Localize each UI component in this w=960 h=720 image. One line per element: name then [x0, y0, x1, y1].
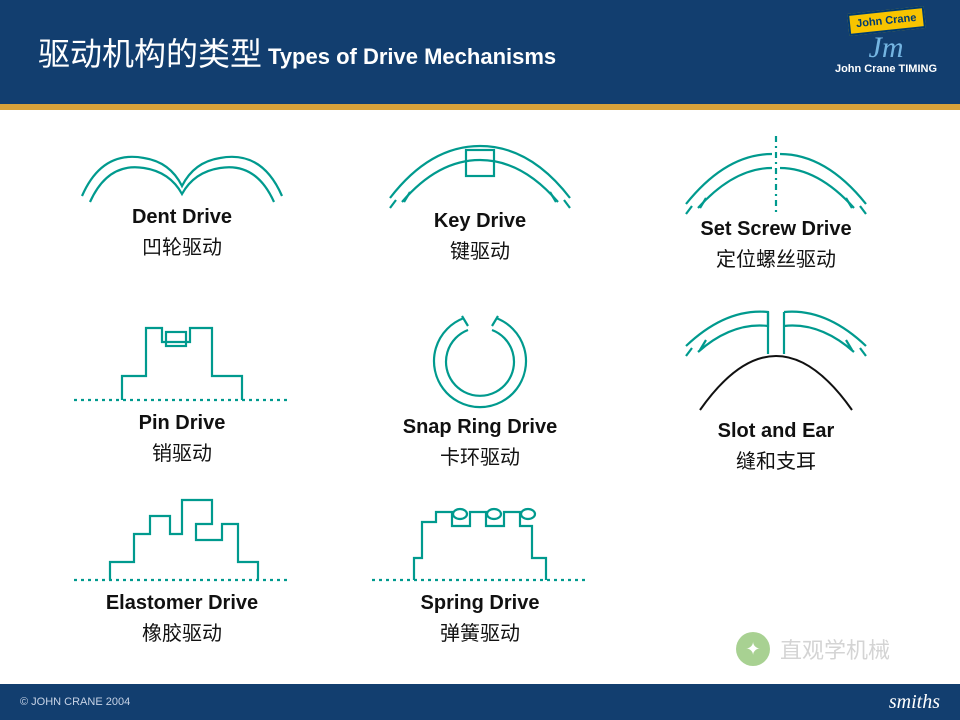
- item-label-cn: 橡胶驱动: [42, 617, 322, 646]
- item-pin-drive: Pin Drive 销驱动: [42, 302, 322, 466]
- item-elastomer-drive: Elastomer Drive 橡胶驱动: [42, 482, 322, 646]
- slot-and-ear-icon: [656, 302, 896, 420]
- item-dent-drive: Dent Drive 凹轮驱动: [42, 128, 322, 260]
- item-snap-ring-drive: Snap Ring Drive 卡环驱动: [340, 298, 620, 470]
- wechat-icon: ✦: [736, 632, 770, 666]
- item-label-cn: 定位螺丝驱动: [636, 243, 916, 272]
- item-label-en: Spring Drive: [340, 592, 620, 615]
- pin-drive-icon: [62, 302, 302, 412]
- item-label-en: Elastomer Drive: [42, 592, 322, 615]
- item-label-cn: 键驱动: [340, 235, 620, 264]
- key-drive-icon: [360, 128, 600, 210]
- brand-subtext: John Crane TIMING: [835, 63, 937, 75]
- watermark: ✦ 直观学机械: [736, 632, 890, 666]
- item-slot-and-ear: Slot and Ear 缝和支耳: [636, 302, 916, 474]
- brand-logo: John Crane Jm John Crane TIMING: [826, 10, 946, 94]
- diagram-grid: Dent Drive 凹轮驱动 Key Drive 键驱动 Set Screw …: [0, 110, 960, 684]
- dent-drive-icon: [62, 128, 302, 206]
- item-label-cn: 凹轮驱动: [42, 231, 322, 260]
- footer-brand: smiths: [889, 691, 940, 714]
- header-bar: 驱动机构的类型 Types of Drive Mechanisms John C…: [0, 0, 960, 104]
- item-set-screw-drive: Set Screw Drive 定位螺丝驱动: [636, 132, 916, 272]
- item-label-cn: 弹簧驱动: [340, 617, 620, 646]
- item-label-en: Slot and Ear: [636, 420, 916, 443]
- watermark-text: 直观学机械: [780, 633, 890, 665]
- item-label-en: Key Drive: [340, 210, 620, 233]
- item-spring-drive: Spring Drive 弹簧驱动: [340, 482, 620, 646]
- spring-drive-icon: [360, 482, 600, 592]
- brand-script: Jm: [869, 34, 904, 61]
- item-label-en: Dent Drive: [42, 206, 322, 229]
- item-label-cn: 卡环驱动: [340, 441, 620, 470]
- item-label-cn: 销驱动: [42, 437, 322, 466]
- copyright-text: © JOHN CRANE 2004: [20, 696, 130, 708]
- snap-ring-drive-icon: [360, 298, 600, 416]
- set-screw-drive-icon: [656, 132, 896, 218]
- item-label-cn: 缝和支耳: [636, 445, 916, 474]
- item-label-en: Set Screw Drive: [636, 218, 916, 241]
- title-cn: 驱动机构的类型: [38, 29, 262, 75]
- title-en: Types of Drive Mechanisms: [268, 44, 556, 70]
- footer-bar: © JOHN CRANE 2004 smiths: [0, 684, 960, 720]
- item-label-en: Pin Drive: [42, 412, 322, 435]
- item-key-drive: Key Drive 键驱动: [340, 128, 620, 264]
- elastomer-drive-icon: [62, 482, 302, 592]
- item-label-en: Snap Ring Drive: [340, 416, 620, 439]
- brand-badge: John Crane: [847, 6, 925, 36]
